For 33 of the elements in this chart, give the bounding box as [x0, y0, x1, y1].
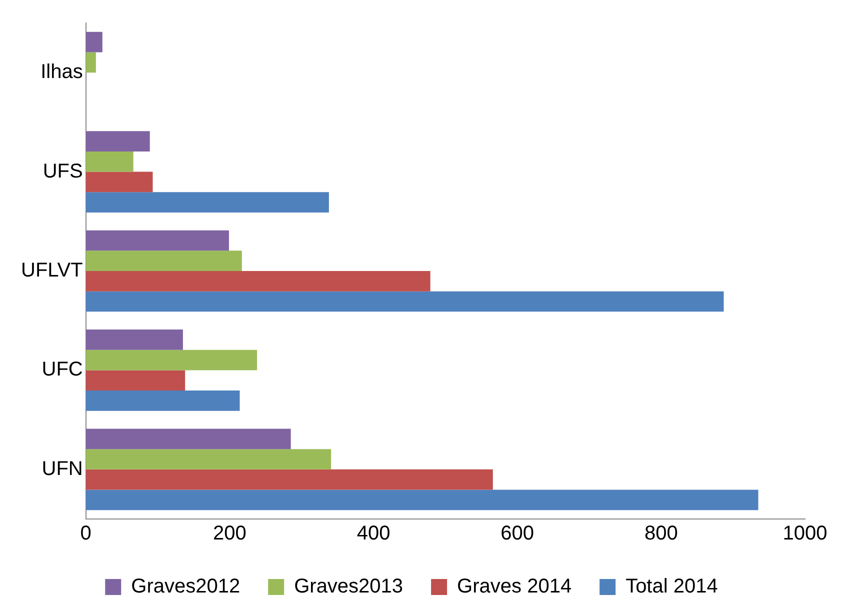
bar [86, 271, 430, 292]
x-tick-label: 400 [356, 522, 390, 545]
legend-label: Graves 2014 [457, 576, 572, 598]
bar [86, 428, 291, 450]
x-tick-label: 200 [212, 522, 246, 545]
bar [86, 151, 134, 172]
y-tick-label: UFC [42, 358, 83, 381]
x-tick-label: 0 [80, 522, 92, 545]
bar [86, 350, 258, 370]
bar [86, 390, 240, 411]
y-tick-label: UFS [42, 160, 83, 182]
bar [86, 230, 229, 251]
bar [86, 469, 493, 490]
x-tick-label: 600 [500, 522, 534, 545]
bar [86, 370, 186, 391]
bar [86, 52, 96, 73]
x-tick-label: 1000 [782, 522, 828, 545]
x-tick-label: 800 [644, 522, 678, 545]
legend-label: Graves2013 [294, 576, 404, 598]
bar [86, 192, 329, 212]
bar [86, 250, 242, 271]
bar [86, 131, 150, 152]
bar [86, 449, 332, 470]
legend-label: Graves2012 [131, 576, 240, 598]
y-tick-label: UFLVT [20, 260, 83, 282]
legend-label: Total 2014 [626, 576, 718, 598]
y-tick-label: UFN [42, 458, 83, 480]
bar [86, 291, 724, 312]
bar [86, 490, 758, 510]
bar [86, 330, 183, 350]
y-tick-label: Ilhas [40, 61, 83, 84]
bar [86, 32, 102, 52]
bar [86, 172, 153, 192]
